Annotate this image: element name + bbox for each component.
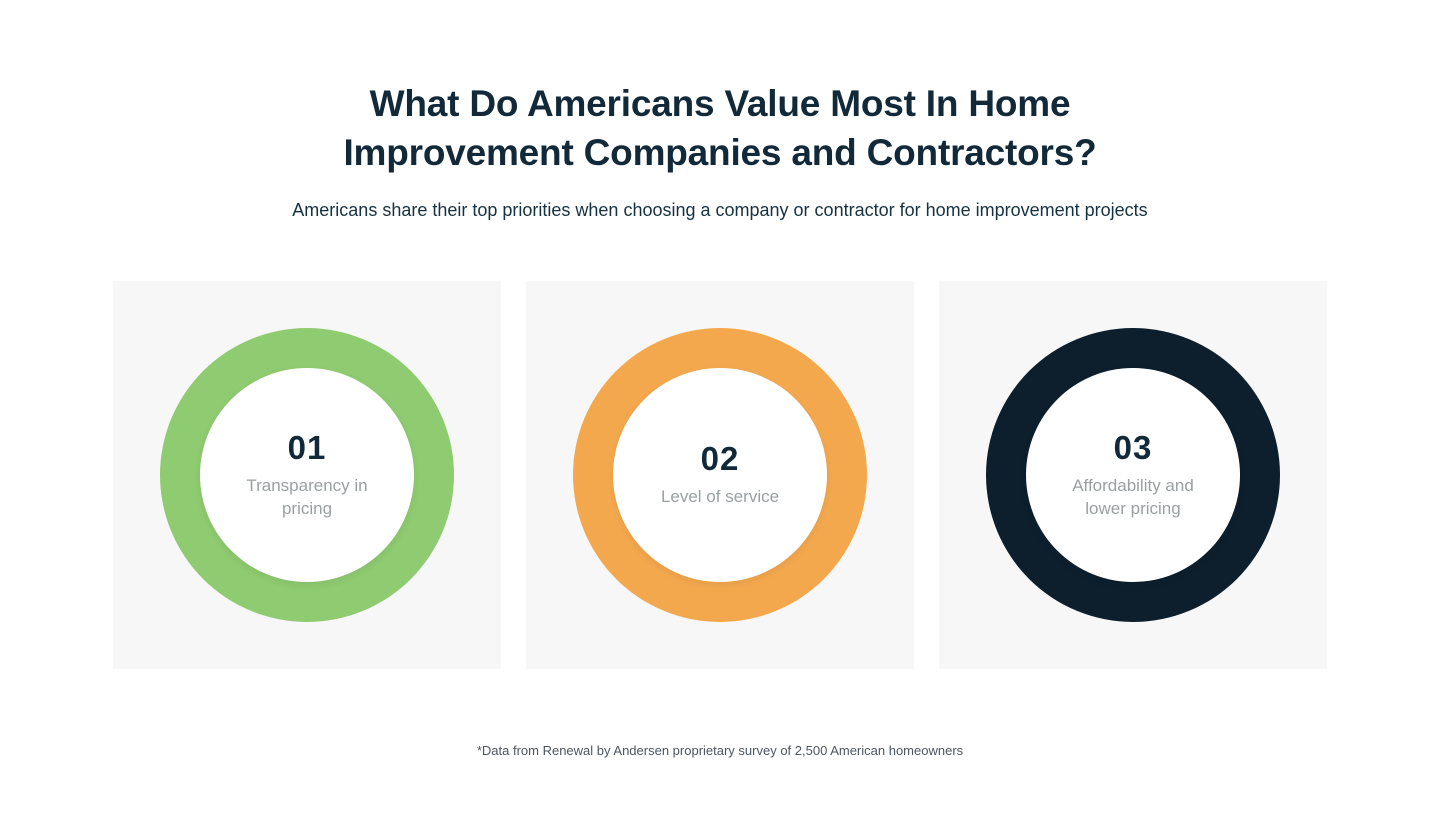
card-level-of-service: 02 Level of service xyxy=(526,280,914,669)
rank-number-01: 01 xyxy=(287,428,327,466)
source-footnote: *Data from Renewal by Andersen proprieta… xyxy=(476,742,964,758)
rank-label-03: Affordability and lower pricing xyxy=(1072,475,1194,518)
ring-03-inner-circle: 03 Affordability and lower pricing xyxy=(1026,367,1240,582)
ring-03: 03 Affordability and lower pricing xyxy=(986,327,1280,622)
card-affordability-lower-pricing: 03 Affordability and lower pricing xyxy=(939,280,1327,669)
page-title-line2: Improvement Companies and Contractors? xyxy=(343,131,1097,173)
page-subtitle: Americans share their top priorities whe… xyxy=(292,199,1148,220)
rank-label-01: Transparency in pricing xyxy=(246,475,368,518)
card-transparency-in-pricing: 01 Transparency in pricing xyxy=(113,280,501,669)
ring-02-inner-circle: 02 Level of service xyxy=(613,367,827,582)
page-title: What Do Americans Value Most In Home Imp… xyxy=(292,80,1147,178)
rank-number-03: 03 xyxy=(1113,428,1153,466)
header: What Do Americans Value Most In Home Imp… xyxy=(292,80,1147,221)
rank-number-02: 02 xyxy=(700,440,740,478)
ring-02: 02 Level of service xyxy=(573,327,867,622)
priority-cards-row: 01 Transparency in pricing 02 Level of s… xyxy=(113,280,1327,669)
ring-01-inner-circle: 01 Transparency in pricing xyxy=(200,367,414,582)
ring-01: 01 Transparency in pricing xyxy=(160,327,454,622)
rank-label-02: Level of service xyxy=(660,487,780,507)
page-title-line1: What Do Americans Value Most In Home xyxy=(369,83,1071,124)
